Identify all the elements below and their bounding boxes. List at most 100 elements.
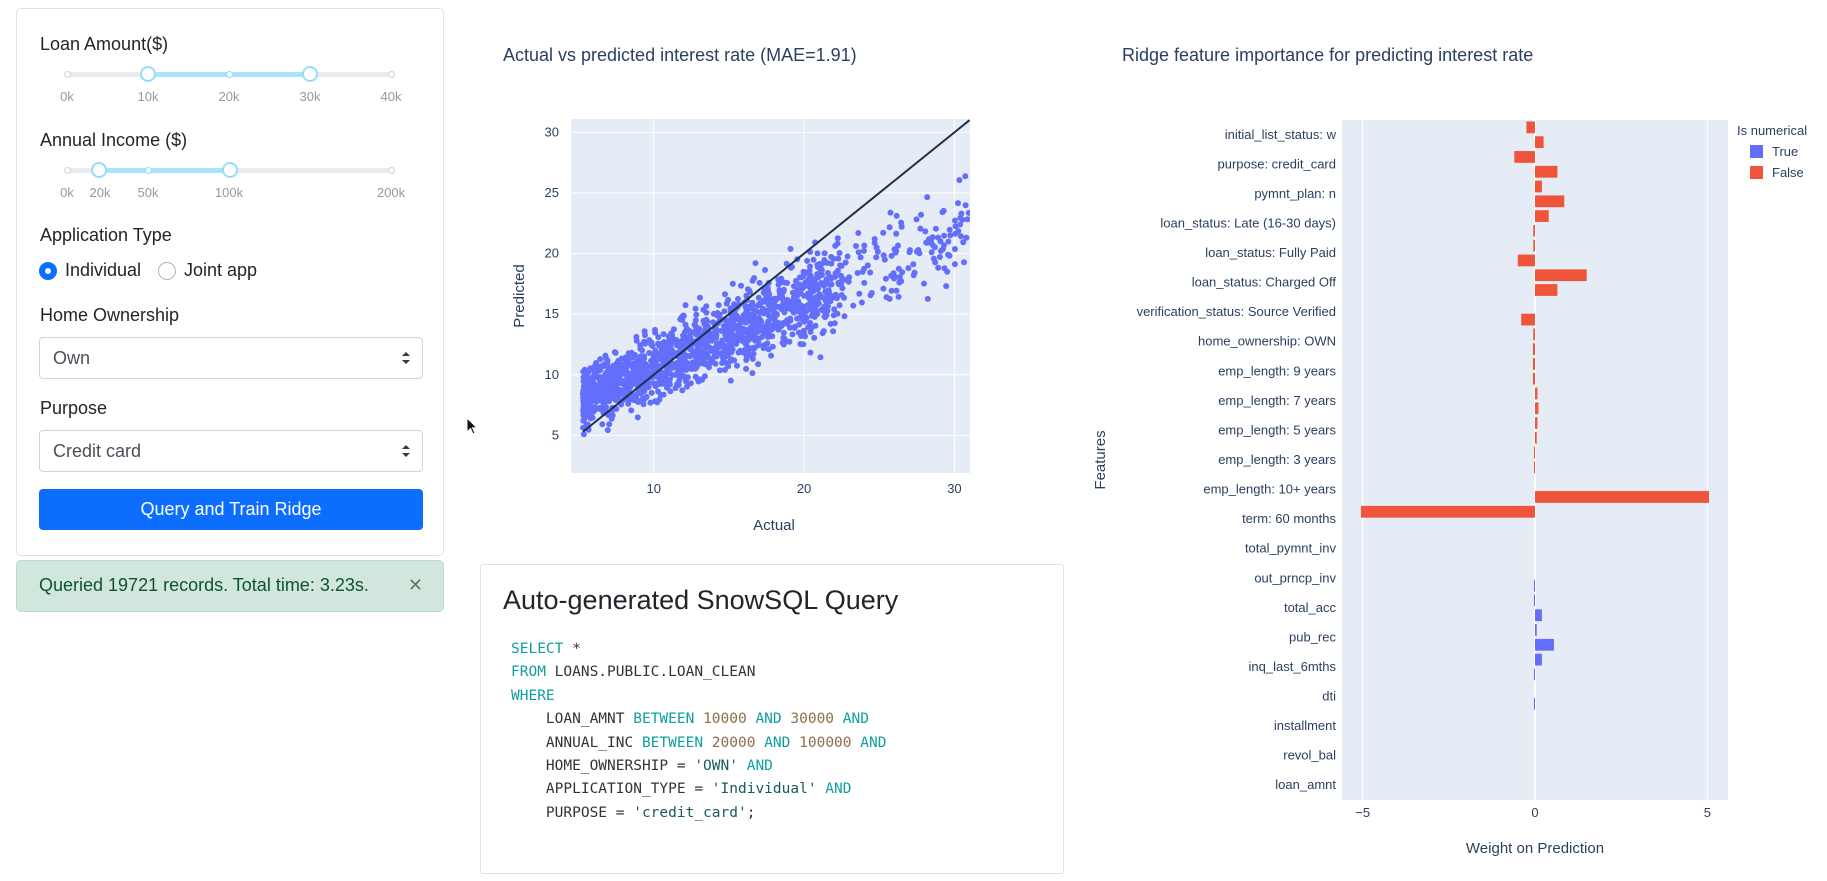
scatter-point bbox=[765, 329, 772, 336]
scatter-point bbox=[794, 298, 801, 305]
scatter-point bbox=[913, 216, 920, 223]
scatter-point bbox=[628, 407, 635, 414]
reference-line bbox=[582, 119, 970, 433]
scatter-point bbox=[837, 272, 844, 279]
legend-entry-false: False bbox=[1772, 165, 1804, 180]
scatter-point bbox=[924, 295, 931, 302]
scatter-point bbox=[858, 299, 865, 306]
x-tick-label: 30 bbox=[947, 481, 961, 496]
scatter-point bbox=[805, 324, 812, 331]
scatter-point bbox=[623, 365, 630, 372]
scatter-point bbox=[964, 216, 970, 223]
scatter-point bbox=[799, 283, 806, 290]
purpose-select[interactable]: Credit card bbox=[39, 430, 423, 472]
scatter-point bbox=[632, 394, 639, 401]
radio-individual-label[interactable]: Individual bbox=[65, 260, 142, 280]
sql-token: BETWEEN bbox=[633, 711, 695, 728]
scatter-point bbox=[670, 364, 677, 371]
radio-joint-app-label[interactable]: Joint app bbox=[184, 260, 258, 280]
scatter-point bbox=[749, 345, 756, 352]
sql-token: * bbox=[563, 641, 581, 657]
sql-token: AND bbox=[764, 734, 791, 751]
scatter-point bbox=[769, 315, 776, 321]
scatter-point bbox=[762, 295, 769, 302]
scatter-point bbox=[604, 379, 611, 386]
scatter-point bbox=[861, 279, 868, 286]
scatter-point bbox=[695, 378, 702, 385]
scatter-point bbox=[633, 333, 640, 340]
radio-individual[interactable] bbox=[39, 262, 57, 280]
scatter-point bbox=[834, 235, 841, 242]
scatter-point bbox=[611, 394, 618, 401]
scatter-chart[interactable]: 10 20 30 5 10 15 20 25 30 Actual Predicted bbox=[480, 100, 970, 530]
feature-label: home_ownership: OWN bbox=[1198, 334, 1336, 349]
close-icon[interactable]: ✕ bbox=[407, 575, 423, 595]
scatter-point bbox=[688, 365, 695, 372]
scatter-point bbox=[804, 257, 811, 264]
feature-label: loan_status: Late (16-30 days) bbox=[1160, 215, 1336, 230]
sql-token bbox=[852, 735, 861, 751]
scatter-point bbox=[823, 312, 830, 318]
scatter-point bbox=[646, 337, 653, 344]
scatter-point bbox=[728, 320, 735, 327]
sql-token: 'OWN' bbox=[694, 758, 738, 775]
annual-income-label: Annual Income ($) bbox=[40, 130, 188, 150]
loan-amount-mark: 30k bbox=[299, 89, 321, 104]
scatter-point bbox=[743, 319, 750, 326]
scatter-point bbox=[751, 307, 758, 314]
scatter-point bbox=[893, 230, 900, 237]
scatter-point bbox=[815, 264, 821, 271]
scatter-point bbox=[678, 355, 685, 362]
annual-income-min-handle[interactable] bbox=[91, 162, 107, 178]
scatter-point bbox=[780, 341, 787, 348]
scatter-point bbox=[615, 362, 622, 369]
scatter-point bbox=[957, 233, 964, 240]
feature-label: loan_status: Fully Paid bbox=[1205, 245, 1336, 260]
feature-bar bbox=[1521, 313, 1535, 326]
scatter-point bbox=[712, 360, 719, 367]
loan-amount-max-handle[interactable] bbox=[302, 66, 318, 82]
radio-joint-app[interactable] bbox=[158, 262, 176, 280]
sql-line: FROM LOANS.PUBLIC.LOAN_CLEAN bbox=[511, 661, 886, 684]
scatter-point bbox=[810, 256, 817, 263]
loan-amount-mark: 40k bbox=[380, 89, 402, 104]
scatter-point bbox=[823, 278, 830, 285]
query-and-train-button[interactable]: Query and Train Ridge bbox=[39, 489, 423, 530]
annual-income-max-handle[interactable] bbox=[222, 162, 238, 178]
scatter-point bbox=[880, 229, 887, 236]
home-ownership-select[interactable]: Own bbox=[39, 337, 423, 379]
scatter-point bbox=[597, 392, 604, 399]
scatter-point bbox=[755, 294, 762, 301]
feature-label: emp_length: 9 years bbox=[1218, 363, 1336, 378]
feature-label: dti bbox=[1322, 689, 1336, 704]
sql-line: LOAN_AMNT BETWEEN 10000 AND 30000 AND bbox=[511, 708, 886, 731]
scatter-point bbox=[653, 362, 659, 369]
feature-bar bbox=[1535, 387, 1538, 400]
scatter-point bbox=[951, 246, 958, 252]
scatter-point bbox=[871, 240, 878, 246]
feature-label: verification_status: Source Verified bbox=[1137, 304, 1336, 319]
scatter-point bbox=[672, 385, 679, 391]
scatter-point bbox=[789, 331, 796, 338]
scatter-point bbox=[845, 278, 852, 285]
scatter-point bbox=[580, 417, 587, 424]
sql-token: 30000 bbox=[790, 711, 835, 728]
scatter-point bbox=[887, 209, 894, 216]
scatter-point bbox=[655, 388, 662, 395]
scatter-point bbox=[813, 281, 819, 288]
scatter-point bbox=[867, 269, 874, 276]
feature-importance-chart[interactable]: −5 0 5 initial_list_status: w purpose: credi… bbox=[1090, 100, 1827, 860]
scatter-point bbox=[943, 283, 950, 290]
scatter-point bbox=[841, 313, 848, 320]
x-tick-label: 5 bbox=[1704, 805, 1711, 820]
scatter-point bbox=[781, 336, 788, 342]
sql-token bbox=[738, 758, 747, 774]
sql-token: 10000 bbox=[703, 711, 747, 728]
scatter-point bbox=[932, 225, 939, 232]
legend-entry-true: True bbox=[1772, 144, 1798, 159]
scatter-point bbox=[599, 421, 606, 428]
loan-amount-step bbox=[64, 71, 71, 78]
scatter-point bbox=[650, 380, 657, 387]
scatter-point bbox=[860, 247, 867, 254]
loan-amount-min-handle[interactable] bbox=[140, 66, 156, 82]
